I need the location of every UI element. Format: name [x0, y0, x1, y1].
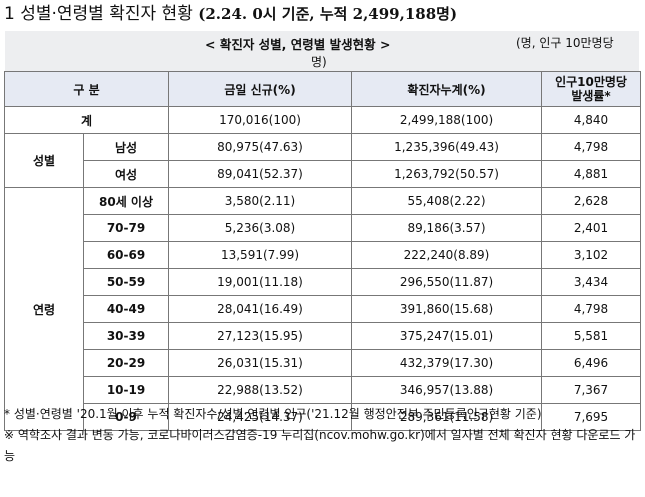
row-label: 계: [3, 106, 170, 134]
table-row: 40-49 28,041(16.49) 391,860(15.68) 4,798: [5, 295, 642, 323]
table-row: 50-59 19,001(11.18) 296,550(11.87) 3,434: [5, 268, 642, 296]
table-row: 70-79 5,236(3.08) 89,186(3.57) 2,401: [5, 214, 642, 242]
footnote-download: ※ 역학조사 결과 변동 가능, 코로나바이러스감염증-19 누리집(ncov.…: [4, 428, 636, 463]
cell-cumulative: 89,186(3.57): [351, 214, 543, 242]
cell-rate: 2,401: [541, 214, 642, 242]
heading-title: 1 성별·연령별 확진자 현황: [4, 4, 193, 24]
cell-new: 13,591(7.99): [168, 241, 353, 269]
cell-new: 3,580(2.11): [168, 187, 353, 215]
cases-table: 구 분 금일 신규(%) 확진자누계(%) 인구10만명당 발생률* 계 170…: [3, 71, 642, 431]
table-caption: < 확진자 성별, 연령별 발생현황 > (명, 인구 10만명당 명): [5, 31, 639, 71]
row-label: 남성: [82, 133, 170, 161]
row-label: 여성: [82, 160, 170, 188]
cell-new: 19,001(11.18): [168, 268, 353, 296]
header-rate: 인구10만명당 발생률*: [541, 71, 642, 107]
header-rate-line2: 발생률*: [571, 89, 611, 103]
cell-new: 28,041(16.49): [168, 295, 353, 323]
cell-rate: 6,496: [541, 349, 642, 377]
cell-new: 27,123(15.95): [168, 322, 353, 350]
cell-cumulative: 2,499,188(100): [351, 106, 543, 134]
row-label: 10-19: [82, 376, 170, 404]
cell-cumulative: 346,957(13.88): [351, 376, 543, 404]
cell-new: 26,031(15.31): [168, 349, 353, 377]
row-label: 50-59: [82, 268, 170, 296]
table-row: 연령 80세 이상 3,580(2.11) 55,408(2.22) 2,628: [4, 187, 642, 431]
cell-new: 89,041(52.37): [168, 160, 353, 188]
heading-subtitle: (2.24. 0시 기준, 누적 2,499,188명): [198, 5, 458, 23]
cell-rate: 5,581: [541, 322, 642, 350]
header-category: 구 분: [3, 71, 170, 107]
header-new: 금일 신규(%): [168, 71, 353, 107]
row-label: 80세 이상: [82, 187, 170, 215]
row-label: 40-49: [82, 295, 170, 323]
cell-new: 24,425(14.37): [168, 403, 353, 431]
table-row: 20-29 26,031(15.31) 432,379(17.30) 6,496: [5, 349, 642, 377]
footnotes: * 성별·연령별 '20.1월 이후 누적 확진자수/성별·연령별 인구('21…: [4, 404, 640, 467]
cell-new: 170,016(100): [168, 106, 353, 134]
cell-cumulative: 432,379(17.30): [351, 349, 543, 377]
table-row: 0-9 24,425(14.37) 289,361(11.58) 7,695: [5, 403, 642, 431]
row-label: 20-29: [82, 349, 170, 377]
row-label: 30-39: [82, 322, 170, 350]
caption-unit: (명, 인구 10만명당: [516, 36, 614, 50]
cell-rate: 7,695: [541, 403, 642, 431]
row-label: 70-79: [82, 214, 170, 242]
caption-title: < 확진자 성별, 연령별 발생현황 >: [205, 37, 391, 52]
group-label-sex: 성별: [4, 133, 84, 188]
caption-unit-cont: 명): [311, 55, 327, 69]
table-row: 30-39 27,123(15.95) 375,247(15.01) 5,581: [5, 322, 642, 350]
cell-rate: 3,102: [541, 241, 642, 269]
table-row-total: 계 170,016(100) 2,499,188(100) 4,840: [3, 106, 642, 134]
table-row: 여성 89,041(52.37) 1,263,792(50.57) 4,881: [5, 160, 642, 188]
cell-rate: 3,434: [541, 268, 642, 296]
row-label: 0-9: [82, 403, 170, 431]
cell-rate: 4,881: [541, 160, 642, 188]
cell-rate: 4,840: [541, 106, 642, 134]
table-row: 60-69 13,591(7.99) 222,240(8.89) 3,102: [5, 241, 642, 269]
cell-cumulative: 1,235,396(49.43): [351, 133, 543, 161]
cell-cumulative: 375,247(15.01): [351, 322, 543, 350]
header-rate-line1: 인구10만명당: [555, 75, 627, 89]
cell-rate: 2,628: [541, 187, 642, 215]
footnote-definition: * 성별·연령별 '20.1월 이후 누적 확진자수/성별·연령별 인구('21…: [4, 407, 542, 421]
table-row: 10-19 22,988(13.52) 346,957(13.88) 7,367: [5, 376, 642, 404]
cell-cumulative: 296,550(11.87): [351, 268, 543, 296]
cell-cumulative: 1,263,792(50.57): [351, 160, 543, 188]
group-label-age: 연령: [4, 187, 84, 431]
header-cumulative: 확진자누계(%): [351, 71, 543, 107]
cell-new: 22,988(13.52): [168, 376, 353, 404]
cell-rate: 4,798: [541, 133, 642, 161]
cell-new: 80,975(47.63): [168, 133, 353, 161]
section-heading: 1 성별·연령별 확진자 현황 (2.24. 0시 기준, 누적 2,499,1…: [4, 3, 457, 27]
table-header-row: 구 분 금일 신규(%) 확진자누계(%) 인구10만명당 발생률*: [3, 71, 642, 107]
cell-cumulative: 391,860(15.68): [351, 295, 543, 323]
cell-rate: 4,798: [541, 295, 642, 323]
cell-new: 5,236(3.08): [168, 214, 353, 242]
cell-rate: 7,367: [541, 376, 642, 404]
cell-cumulative: 55,408(2.22): [351, 187, 543, 215]
table-row: 성별 남성 80,975(47.63) 1,235,396(49.43) 4,7…: [4, 133, 642, 188]
cell-cumulative: 222,240(8.89): [351, 241, 543, 269]
row-label: 60-69: [82, 241, 170, 269]
